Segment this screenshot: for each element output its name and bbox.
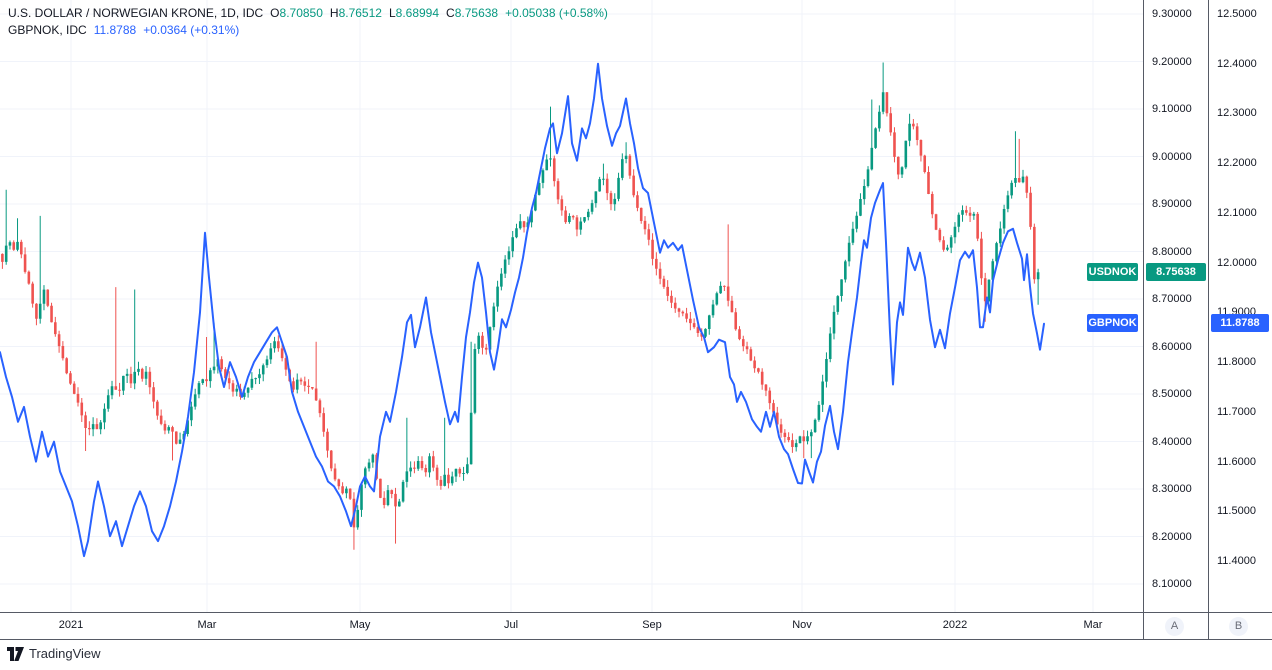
usdnok-price-badge: 8.75638 [1146,263,1206,281]
time-tick-label: Mar [197,619,217,631]
usdnok-candle-series [1,62,1040,550]
axis-tick-label: 12.0000 [1217,257,1257,269]
time-tick-label: Jul [503,619,519,631]
high-label: H [329,6,339,20]
bottom-border [0,639,1272,640]
legend-row-usdnok[interactable]: U.S. DOLLAR / NORWEGIAN KRONE, 1D, IDC O8… [8,5,608,22]
axis-tick-label: 11.6000 [1217,456,1256,468]
axis-tick-label: 8.20000 [1152,531,1192,543]
time-axis-border [0,612,1272,613]
time-tick-label: Sep [642,619,662,631]
axis-tick-label: 11.5000 [1217,505,1256,517]
usdnok-series-badge: USDNOK [1087,263,1138,281]
gbpnok-change: +0.0364 (+0.31%) [143,23,240,37]
axis-tick-label: 9.30000 [1152,8,1192,20]
gbpnok-value: 11.8788 [93,23,137,37]
tradingview-logo-text[interactable]: TradingView [29,646,101,661]
high-value: 8.76512 [338,6,382,20]
axis-tick-label: 8.70000 [1152,293,1192,305]
time-tick-label: Nov [792,619,812,631]
axis-tick-label: 11.8000 [1217,356,1256,368]
open-value: 8.70850 [279,6,323,20]
axis-tick-label: 8.90000 [1152,198,1192,210]
gbpnok-series-badge: GBPNOK [1087,314,1138,332]
axis-tick-label: 9.20000 [1152,56,1192,68]
legend-row-gbpnok[interactable]: GBPNOK, IDC 11.8788 +0.0364 (+0.31%) [8,22,608,39]
footer: TradingView [7,646,101,661]
time-tick-label: Mar [1083,619,1103,631]
tradingview-logo-icon[interactable] [7,646,24,661]
close-value: 8.75638 [454,6,499,20]
time-tick-label: 2021 [58,619,84,631]
scale-b-button[interactable]: B [1229,617,1248,636]
open-label: O [270,6,280,20]
axis-tick-label: 12.4000 [1217,58,1257,70]
axis-tick-label: 8.10000 [1152,578,1192,590]
symbol-title-2: GBPNOK, IDC [8,23,87,37]
axis-tick-label: 11.4000 [1217,555,1256,567]
axis-tick-label: 12.2000 [1217,157,1257,169]
time-tick-label: 2022 [942,619,968,631]
time-tick-label: May [349,619,371,631]
axis-tick-label: 11.7000 [1217,406,1256,418]
legend: U.S. DOLLAR / NORWEGIAN KRONE, 1D, IDC O8… [8,5,608,39]
price-axis-a-border [1143,0,1144,639]
scale-a-button[interactable]: A [1165,617,1184,636]
axis-tick-label: 12.3000 [1217,107,1257,119]
axis-tick-label: 9.10000 [1152,103,1192,115]
gridlines [0,0,1143,612]
axis-tick-label: 8.60000 [1152,341,1192,353]
price-axis-b-border [1208,0,1209,639]
gbpnok-price-badge: 11.8788 [1211,314,1269,332]
axis-tick-label: 8.30000 [1152,483,1192,495]
axis-tick-label: 8.80000 [1152,246,1192,258]
low-value: 8.68994 [395,6,440,20]
axis-tick-label: 8.40000 [1152,436,1192,448]
axis-tick-label: 12.5000 [1217,8,1257,20]
close-label: C [446,6,455,20]
axis-tick-label: 8.50000 [1152,388,1192,400]
change-value: +0.05038 (+0.58%) [505,6,608,20]
symbol-title: U.S. DOLLAR / NORWEGIAN KRONE, 1D, IDC [8,6,264,20]
axis-tick-label: 9.00000 [1152,151,1192,163]
gbpnok-line-series [0,62,1045,558]
low-label: L [388,6,396,20]
axis-tick-label: 12.1000 [1217,207,1257,219]
